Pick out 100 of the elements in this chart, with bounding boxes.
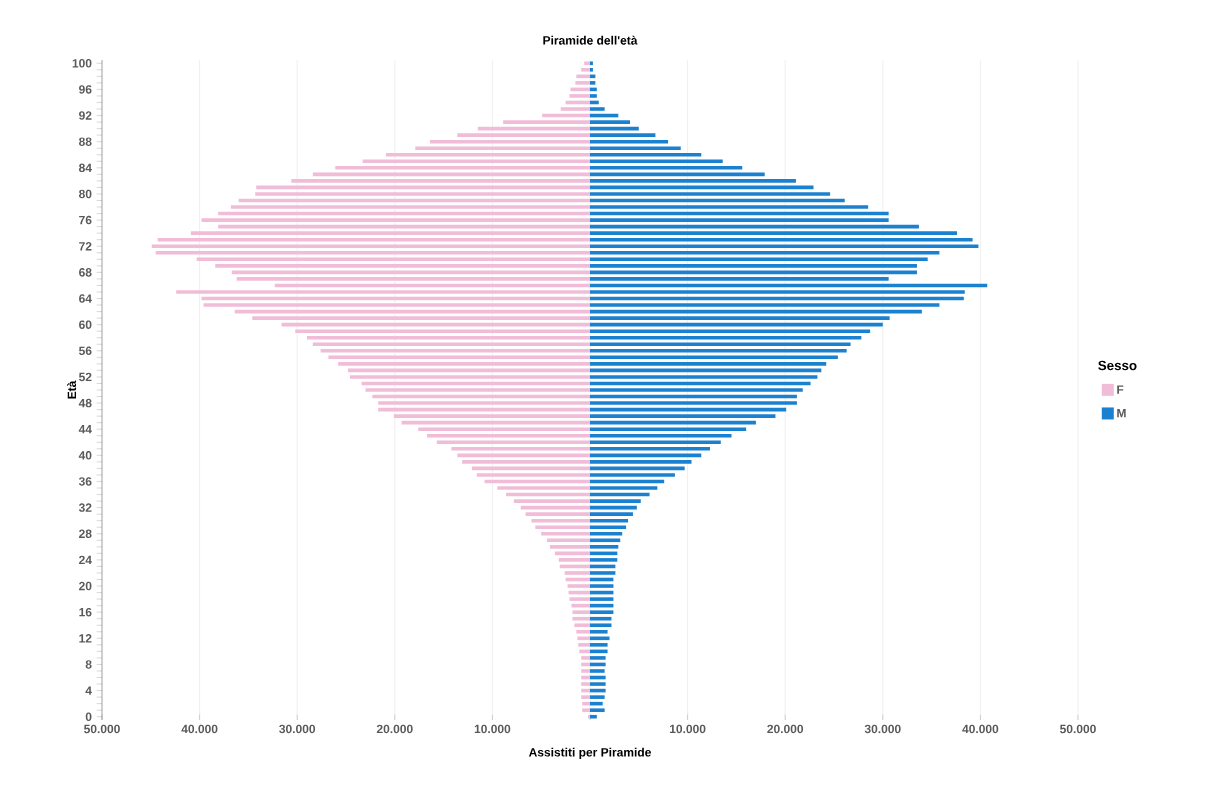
- bar: [590, 107, 605, 111]
- bar: [590, 218, 889, 222]
- bar: [590, 708, 605, 712]
- bar: [335, 166, 590, 170]
- bar: [590, 447, 711, 451]
- bar: [590, 401, 797, 405]
- bar: [590, 531, 623, 536]
- bar: [590, 316, 890, 320]
- y-tick-label: 48: [78, 398, 92, 408]
- bar: [157, 237, 590, 242]
- bar: [590, 192, 831, 196]
- bar: [590, 538, 621, 543]
- bar: [590, 290, 965, 294]
- bar: [578, 643, 590, 647]
- bar: [378, 401, 590, 405]
- bar: [190, 231, 590, 235]
- bar: [547, 538, 590, 543]
- y-tick-label: 84: [78, 163, 92, 173]
- x-tick-label: 50.000: [84, 724, 120, 734]
- bar: [590, 545, 619, 549]
- bar: [525, 512, 590, 516]
- bar: [590, 277, 889, 281]
- bar: [590, 427, 747, 431]
- bar: [201, 218, 590, 222]
- bar: [590, 120, 631, 124]
- y-tick-label: 60: [79, 320, 92, 329]
- bar: [590, 682, 606, 686]
- bar: [590, 623, 612, 628]
- bar: [590, 629, 608, 634]
- bar: [415, 146, 590, 151]
- bar: [349, 375, 590, 379]
- y-tick-label: 68: [79, 268, 92, 277]
- bar: [584, 61, 590, 66]
- y-tick-label: 64: [79, 294, 92, 303]
- bar: [427, 433, 590, 438]
- bar: [151, 244, 590, 249]
- bar: [564, 571, 590, 575]
- bar: [590, 179, 796, 183]
- bar: [581, 656, 590, 660]
- bar: [590, 152, 702, 157]
- bar: [572, 616, 590, 621]
- y-tick-label: 12: [79, 634, 92, 643]
- bar: [393, 414, 590, 418]
- bar: [590, 81, 596, 85]
- bar: [295, 329, 590, 333]
- y-tick-label: 72: [79, 242, 92, 251]
- y-tick-label: 40: [78, 451, 92, 460]
- y-tick-label: 8: [85, 660, 92, 669]
- bar: [581, 695, 590, 699]
- bar: [590, 388, 803, 392]
- bar: [581, 669, 590, 673]
- bar: [590, 68, 593, 72]
- y-tick-label: 0: [85, 712, 92, 721]
- bar: [574, 623, 590, 628]
- bar: [176, 290, 590, 294]
- y-tick-label: 44: [78, 425, 92, 434]
- y-tick-label: 96: [79, 85, 92, 94]
- bar: [590, 610, 614, 614]
- y-tick-label: 28: [79, 529, 92, 539]
- x-tick-label: 40.000: [962, 724, 999, 734]
- bar: [569, 94, 590, 98]
- bar: [590, 486, 658, 490]
- bar: [590, 244, 979, 249]
- bar: [476, 473, 590, 477]
- x-axis-title: Assistiti per Piramide: [528, 747, 651, 759]
- bar: [436, 440, 590, 445]
- bar: [590, 166, 743, 170]
- bar: [236, 277, 590, 281]
- bar: [590, 433, 732, 438]
- y-tick-label: 88: [78, 137, 92, 146]
- bar: [590, 146, 681, 151]
- bar: [362, 159, 590, 164]
- bar: [590, 714, 597, 719]
- x-tick-label: 50.000: [1060, 724, 1096, 734]
- y-tick-label: 80: [78, 189, 92, 199]
- bar: [590, 375, 818, 379]
- y-tick-label: 92: [79, 111, 92, 120]
- bar: [497, 486, 590, 490]
- y-tick-label: 4: [85, 686, 92, 695]
- bar: [576, 629, 590, 634]
- x-tick-label: 20.000: [767, 724, 804, 734]
- bar: [590, 440, 721, 445]
- bar: [590, 237, 973, 242]
- bar: [590, 342, 851, 347]
- y-tick-label: 36: [78, 477, 92, 486]
- bar: [590, 571, 616, 575]
- bar: [291, 179, 590, 183]
- y-tick-label: 24: [79, 555, 92, 565]
- bar: [255, 192, 590, 196]
- x-tick-label: 30.000: [279, 724, 316, 734]
- y-tick-label: 32: [78, 503, 92, 512]
- bar: [549, 545, 590, 549]
- y-tick-label: 56: [78, 346, 92, 356]
- x-tick-label: 10.000: [670, 724, 706, 734]
- bar: [252, 316, 590, 320]
- bar: [590, 669, 605, 673]
- legend-label: F: [1117, 385, 1124, 394]
- bar: [590, 525, 627, 530]
- y-tick-label: 52: [78, 372, 92, 382]
- bar: [590, 695, 605, 699]
